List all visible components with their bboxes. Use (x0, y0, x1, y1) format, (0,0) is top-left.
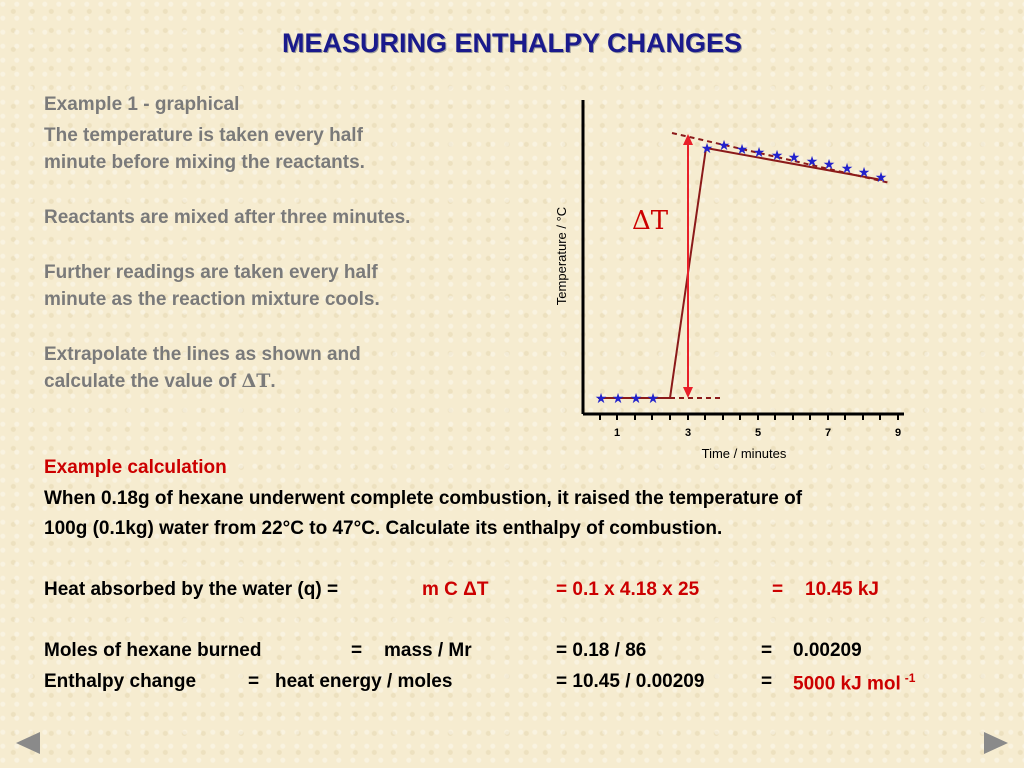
enthalpy-formula: heat energy / moles (275, 671, 453, 692)
enthalpy-result: 5000 kJ mol -1 (793, 671, 915, 695)
cooling-extrapolation (671, 132, 891, 184)
x-tick-label: 5 (755, 427, 761, 439)
data-point: ★ (630, 390, 643, 406)
example-heading: Example 1 - graphical (44, 94, 240, 115)
enthalpy-label: Enthalpy change (44, 671, 197, 692)
moles-label: Moles of hexane burned (44, 640, 262, 661)
data-points: ★ ★ ★ ★ ★ ★ ★ ★ ★ ★ ★ ★ ★ ★ ★ (595, 137, 888, 406)
data-point: ★ (771, 147, 784, 163)
left-arrow-icon[interactable] (16, 732, 40, 754)
moles-formula: mass / Mr (384, 640, 472, 661)
intro-line: minute as the reaction mixture cools. (44, 289, 380, 310)
x-ticks (599, 414, 899, 420)
moles-calculation: = 0.18 / 86 (556, 640, 647, 661)
x-tick-label: 1 (614, 427, 620, 439)
intro-line: minute before mixing the reactants. (44, 152, 365, 173)
enthalpy-equals: = (248, 671, 260, 692)
heat-equals: = (772, 579, 784, 600)
x-tick-label: 9 (895, 427, 901, 439)
cooling-line (705, 147, 883, 181)
intro-line: The temperature is taken every half (44, 125, 363, 146)
delta-t-symbol: ΔT (241, 370, 271, 392)
heat-calculation: = 0.1 x 4.18 x 25 (556, 579, 700, 600)
moles-equals-2: = (761, 640, 773, 661)
enthalpy-equals-2: = (761, 671, 773, 692)
intro-text: calculate the value of (44, 371, 242, 392)
data-point: ★ (701, 140, 714, 156)
data-point: ★ (858, 164, 871, 180)
data-point: ★ (595, 390, 608, 406)
data-point: ★ (753, 144, 766, 160)
intro-line: calculate the value of ΔT. (44, 368, 276, 395)
enthalpy-result-exponent: -1 (904, 671, 916, 685)
intro-line: Reactants are mixed after three minutes. (44, 207, 411, 228)
problem-line: 100g (0.1kg) water from 22°C to 47°C. Ca… (44, 518, 723, 539)
data-point: ★ (718, 137, 731, 153)
data-point: ★ (841, 160, 854, 176)
intro-line: Further readings are taken every half (44, 262, 378, 283)
data-point: ★ (806, 153, 819, 169)
right-arrow-icon[interactable] (984, 732, 1008, 754)
arrow-head-top (683, 134, 693, 145)
enthalpy-result-value: 5000 kJ mol (793, 673, 901, 695)
data-point: ★ (788, 149, 801, 165)
intro-line: Extrapolate the lines as shown and (44, 344, 361, 365)
heat-formula: m C ΔT (422, 579, 489, 600)
x-tick-label: 7 (825, 427, 831, 439)
y-axis-label: Temperature / °C (554, 207, 569, 305)
heat-result: 10.45 kJ (805, 579, 879, 600)
data-point: ★ (612, 390, 625, 406)
data-point: ★ (647, 390, 660, 406)
problem-line: When 0.18g of hexane underwent complete … (44, 488, 803, 509)
x-axis-label: Time / minutes (702, 446, 787, 461)
arrow-head-bottom (683, 387, 693, 398)
data-point: ★ (736, 141, 749, 157)
x-tick-label: 3 (685, 427, 691, 439)
heat-label: Heat absorbed by the water (q) = (44, 579, 339, 600)
data-point: ★ (875, 169, 888, 185)
data-point: ★ (823, 156, 836, 172)
page-title: MEASURING ENTHALPY CHANGES (281, 28, 743, 58)
rise-line (669, 147, 707, 399)
moles-equals: = (351, 640, 363, 661)
delta-t-label: ΔT (632, 206, 669, 236)
intro-text: . (270, 371, 276, 392)
calc-heading: Example calculation (44, 457, 227, 478)
moles-result: 0.00209 (793, 640, 862, 661)
enthalpy-calculation: = 10.45 / 0.00209 (556, 671, 705, 692)
